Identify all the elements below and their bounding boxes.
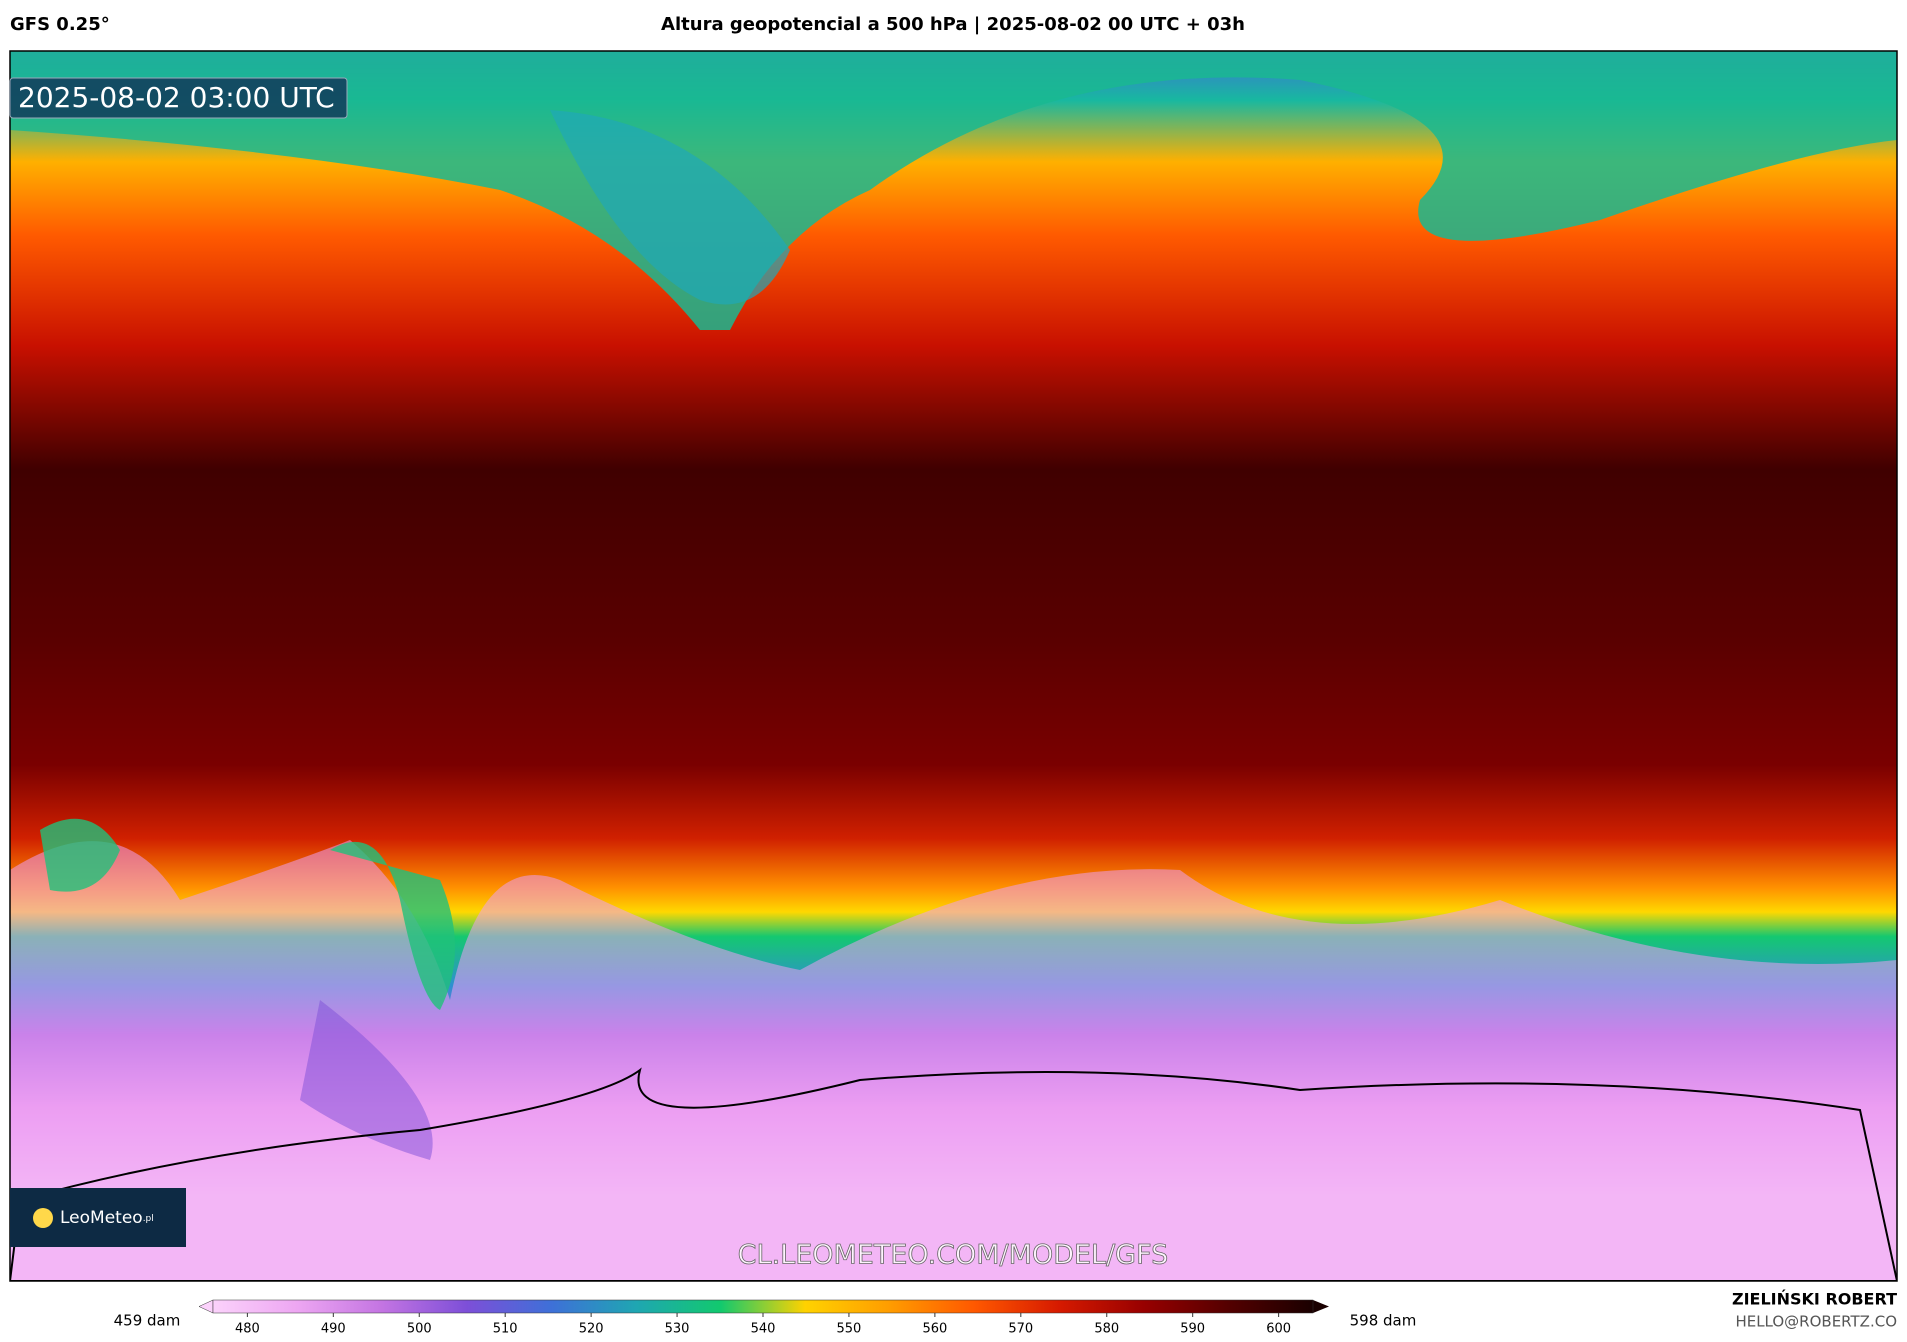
colorbar-tick-label: 570 — [1008, 1322, 1033, 1337]
timestamp-box — [9, 77, 348, 119]
logo-sun — [33, 1208, 53, 1228]
colorbar-tick-label: 550 — [837, 1322, 862, 1337]
map-title: Altura geopotencial a 500 hPa | 2025-08-… — [661, 14, 1245, 35]
logo-suffix: .pl — [143, 1214, 154, 1224]
colorbar-tick-label: 490 — [321, 1322, 346, 1337]
colorbar: 480 490 500 510 520 530 540 550 560 570 580 590 600 — [198, 1299, 1329, 1337]
colorbar-tick-label: 520 — [579, 1322, 604, 1337]
colorbar-max-label: 598 dam — [1350, 1312, 1417, 1330]
model-label: GFS 0.25° — [10, 14, 110, 35]
map-field — [10, 51, 1897, 1281]
colorbar-bar — [212, 1299, 1314, 1314]
cold-south — [10, 840, 1897, 1281]
timestamp: 2025-08-02 03:00 UTC — [18, 81, 335, 114]
colorbar-high-triangle — [1313, 1300, 1329, 1313]
colorbar-low-triangle — [198, 1299, 214, 1314]
watermark: CL.LEOMETEO.COM/MODEL/GFS — [738, 1240, 1169, 1271]
logo: LeoMeteo.pl — [60, 1208, 154, 1228]
greenland-low — [550, 110, 790, 305]
email: HELLO@ROBERTZ.CO — [1735, 1313, 1897, 1331]
logo-text: LeoMeteo — [60, 1208, 143, 1228]
south-lows — [40, 818, 455, 1010]
colorbar-tick-label: 510 — [493, 1322, 518, 1337]
colorbar-tick-label: 590 — [1180, 1322, 1205, 1337]
colorbar-tick-label: 560 — [922, 1322, 947, 1337]
author: ZIELIŃSKI ROBERT — [1732, 1290, 1897, 1309]
colorbar-tick-label: 600 — [1266, 1322, 1291, 1337]
colorbar-min-label: 459 dam — [114, 1312, 181, 1330]
colorbar-tick-label: 540 — [751, 1322, 776, 1337]
map-frame — [9, 50, 1898, 1282]
colorbar-tick-label: 530 — [665, 1322, 690, 1337]
antarctic-low — [300, 1000, 433, 1160]
cold-north — [10, 51, 1897, 330]
colorbar-tick-label: 500 — [407, 1322, 432, 1337]
colorbar-tick-label: 480 — [235, 1322, 260, 1337]
colorbar-tick-label: 580 — [1094, 1322, 1119, 1337]
